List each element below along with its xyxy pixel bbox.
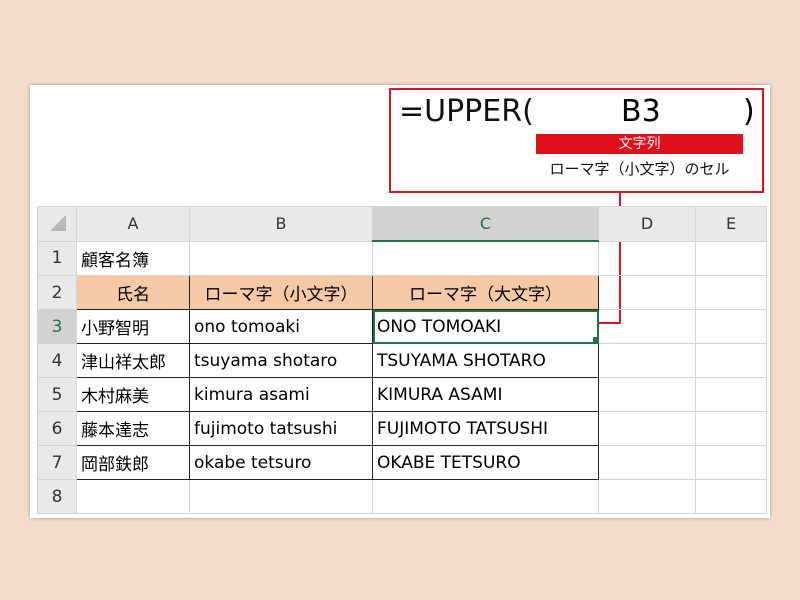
cell-b7[interactable]: okabe tetsuro [189, 445, 373, 480]
formula-function: =UPPER( [399, 94, 534, 129]
cell-c1[interactable] [372, 240, 599, 276]
cell-e7[interactable] [695, 445, 767, 480]
cell-e5[interactable] [695, 377, 767, 412]
cell-c6[interactable]: FUJIMOTO TATSUSHI [372, 411, 599, 446]
cell-d1[interactable] [598, 240, 696, 276]
cell-c3-active[interactable]: ONO TOMOAKI [372, 309, 599, 344]
cell-e2[interactable] [695, 275, 767, 310]
row-header[interactable]: 6 [37, 411, 77, 446]
cell-e1[interactable] [695, 240, 767, 276]
cell-a2[interactable]: 氏名 [76, 275, 190, 310]
table-row: 8 [37, 479, 767, 514]
cell-e4[interactable] [695, 343, 767, 378]
cell-c2[interactable]: ローマ字（大文字） [372, 275, 599, 310]
row-header[interactable]: 3 [37, 309, 77, 344]
formula-argument: B3 [621, 94, 661, 129]
cell-a7[interactable]: 岡部鉄郎 [76, 445, 190, 480]
fill-handle[interactable] [593, 337, 599, 343]
table-row: 7 岡部鉄郎 okabe tetsuro OKABE TETSURO [37, 445, 767, 480]
cell-a5[interactable]: 木村麻美 [76, 377, 190, 412]
table-row: 5 木村麻美 kimura asami KIMURA ASAMI [37, 377, 767, 412]
argument-description: ローマ字（小文字）のセル [549, 160, 730, 178]
row-header[interactable]: 7 [37, 445, 77, 480]
cell-d3[interactable] [598, 309, 696, 344]
table-row: 4 津山祥太郎 tsuyama shotaro TSUYAMA SHOTARO [37, 343, 767, 378]
cell-c8[interactable] [372, 479, 599, 514]
cell-b6[interactable]: fujimoto tatsushi [189, 411, 373, 446]
row-header[interactable]: 1 [37, 240, 77, 276]
formula-close-paren: ) [743, 94, 755, 129]
cell-b5[interactable]: kimura asami [189, 377, 373, 412]
cell-a4[interactable]: 津山祥太郎 [76, 343, 190, 378]
cell-a6[interactable]: 藤本達志 [76, 411, 190, 446]
row-header[interactable]: 8 [37, 479, 77, 514]
formula-callout: =UPPER( B3 ) 文字列 ローマ字（小文字）のセル [389, 88, 764, 193]
column-header-b[interactable]: B [189, 206, 373, 242]
cell-e3[interactable] [695, 309, 767, 344]
column-header-d[interactable]: D [598, 206, 696, 242]
cell-d7[interactable] [598, 445, 696, 480]
cell-b3[interactable]: ono tomoaki [189, 309, 373, 344]
row-header[interactable]: 2 [37, 275, 77, 310]
row-header[interactable]: 5 [37, 377, 77, 412]
cell-b8[interactable] [189, 479, 373, 514]
cell-a3[interactable]: 小野智明 [76, 309, 190, 344]
cell-e6[interactable] [695, 411, 767, 446]
table-row: 6 藤本達志 fujimoto tatsushi FUJIMOTO TATSUSHI [37, 411, 767, 446]
cell-a1[interactable]: 顧客名簿 [76, 240, 190, 276]
column-header-e[interactable]: E [695, 206, 767, 242]
cell-c5[interactable]: KIMURA ASAMI [372, 377, 599, 412]
table-row: 2 氏名 ローマ字（小文字） ローマ字（大文字） [37, 275, 767, 310]
cell-d8[interactable] [598, 479, 696, 514]
cell-c4[interactable]: TSUYAMA SHOTARO [372, 343, 599, 378]
column-header-a[interactable]: A [76, 206, 190, 242]
select-all-corner[interactable] [37, 206, 77, 242]
cell-b2[interactable]: ローマ字（小文字） [189, 275, 373, 310]
cell-d2[interactable] [598, 275, 696, 310]
table-row: 1 顧客名簿 [37, 240, 767, 276]
argument-label: 文字列 [536, 134, 743, 154]
row-header[interactable]: 4 [37, 343, 77, 378]
column-header-c[interactable]: C [372, 206, 599, 242]
corner-triangle-icon [50, 214, 66, 231]
cell-d4[interactable] [598, 343, 696, 378]
cell-c7[interactable]: OKABE TETSURO [372, 445, 599, 480]
cell-b4[interactable]: tsuyama shotaro [189, 343, 373, 378]
table-row: 3 小野智明 ono tomoaki ONO TOMOAKI [37, 309, 767, 344]
cell-a8[interactable] [76, 479, 190, 514]
cell-e8[interactable] [695, 479, 767, 514]
cell-d6[interactable] [598, 411, 696, 446]
cell-d5[interactable] [598, 377, 696, 412]
cell-b1[interactable] [189, 240, 373, 276]
